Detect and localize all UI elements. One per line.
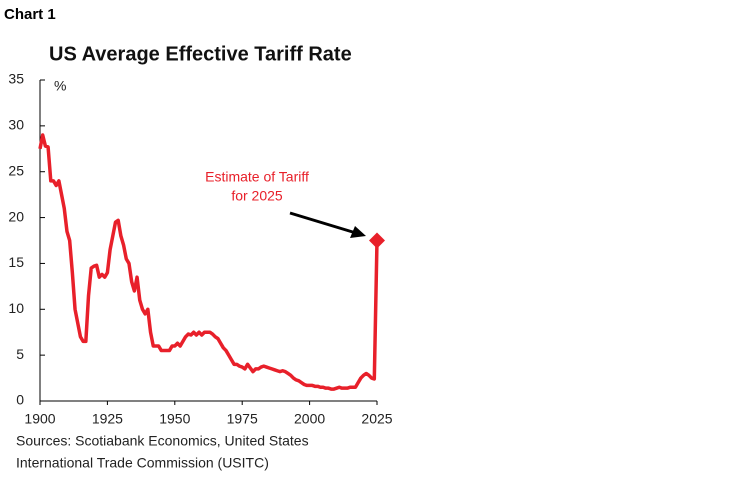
- y-tick-label: 30: [8, 117, 24, 133]
- arrow-head: [350, 226, 366, 238]
- x-tick-label: 1950: [159, 411, 190, 427]
- estimate-marker: [369, 232, 385, 249]
- x-tick-label: 2000: [294, 411, 325, 427]
- y-tick-label: 5: [16, 346, 24, 362]
- arrow: [289, 211, 357, 235]
- x-tick-label: 1900: [24, 411, 55, 427]
- y-tick-label: 15: [8, 254, 24, 270]
- y-tick-label: 10: [8, 300, 24, 316]
- line-series: [38, 133, 379, 391]
- x-tick-label: 2025: [361, 411, 392, 427]
- source: International Trade Commission (USITC): [16, 455, 269, 471]
- header: Chart 1: [4, 6, 56, 23]
- x-tick-label: 1975: [227, 411, 258, 427]
- annotation: Estimate of Tariff: [205, 169, 309, 185]
- annotation: for 2025: [231, 188, 283, 204]
- y-tick-label: 25: [8, 162, 24, 178]
- source: Sources: Scotiabank Economics, United St…: [16, 433, 309, 449]
- y-tick-label: 20: [8, 208, 24, 224]
- chart-title: US Average Effective Tariff Rate: [49, 43, 352, 65]
- x-tick-label: 1925: [92, 411, 123, 427]
- y-tick-label: 0: [16, 392, 24, 408]
- y-axis-label: %: [54, 78, 66, 94]
- y-tick-label: 35: [8, 71, 24, 87]
